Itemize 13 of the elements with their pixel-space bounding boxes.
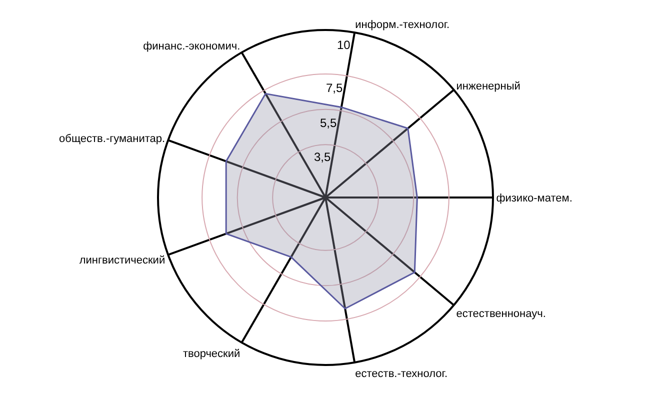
spoke-label: финанс.-экономич.: [143, 40, 240, 53]
y-tick-label: 10: [337, 38, 351, 52]
spoke-label: творческий: [182, 348, 240, 360]
spoke-label: информ.-технолог.: [355, 18, 450, 31]
spoke-label: обществ.-гуманитар.: [59, 132, 166, 145]
spoke-label: лингвистический: [79, 254, 166, 266]
spoke-label: инженерный: [456, 80, 520, 92]
y-tick-label: 5,5: [320, 116, 338, 130]
spoke-label: естеств.-технолог.: [355, 368, 448, 380]
y-tick-label: 3,5: [314, 150, 332, 164]
spoke-label: естественнонауч.: [456, 308, 546, 320]
y-tick-label: 7,5: [326, 81, 344, 95]
spoke-label: физико-матем.: [496, 192, 572, 204]
